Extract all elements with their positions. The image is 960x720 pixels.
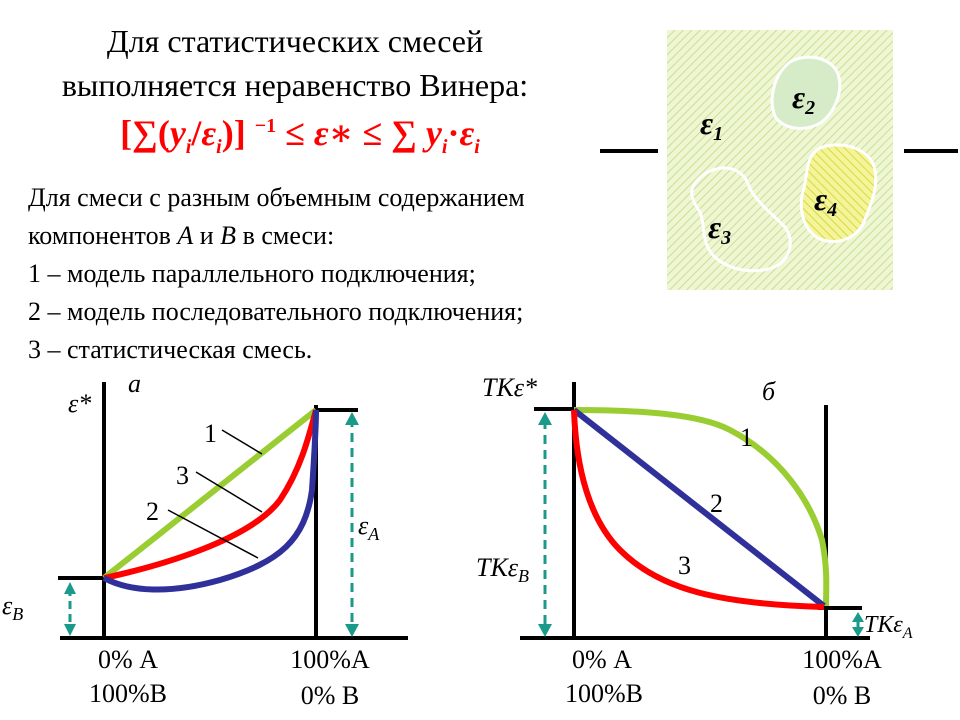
chart-b-curve-label-1: 1 [740, 423, 753, 452]
eps2-label: ε2 [792, 79, 815, 119]
chart-b-tkA-label: ТКεА [864, 612, 913, 642]
mixture-illustration: ε1 ε2 ε3 ε4 [600, 30, 958, 290]
chart-b-curve-3 [571, 409, 825, 610]
chart-a-panel-label: а [128, 369, 141, 398]
chart-a-leader-2 [167, 509, 259, 559]
description-item-2: 2 – модель последовательного подключения… [28, 297, 524, 326]
chart-b-tkB-label: ТКεВ [476, 553, 529, 586]
description-item-3: 3 – статистическая смесь. [28, 335, 313, 364]
chart-b-curve-label-2: 2 [710, 489, 723, 518]
chart-a-leader-3 [195, 471, 263, 513]
chart-a-epsA-arrowhead-top [345, 412, 359, 425]
chart-a-epsA-arrowhead-bottom [345, 624, 359, 637]
chart-a-epsB-label: εВ [2, 591, 23, 624]
chart-b-panel-label: б [762, 377, 776, 406]
chart-a-curve-label-3: 3 [176, 461, 189, 490]
eps4-label: ε4 [814, 181, 837, 221]
phase-3-inclusion [690, 166, 792, 273]
chart-a-curve-label-2: 2 [146, 497, 159, 526]
chart-b-tkB-arrowhead-bottom [538, 624, 552, 637]
chart-b-y-label: ТКε* [482, 373, 537, 402]
chart-a-y-label: ε* [68, 389, 91, 418]
chart-b-x-right-2: 0% В [813, 681, 872, 710]
chart-b-tkA-arrowhead-top [852, 612, 864, 622]
description-item-1: 1 – модель параллельного подключения; [28, 259, 476, 288]
chart-a-leader-1 [221, 429, 263, 455]
title-line-1: Для статистических смесей [106, 23, 484, 59]
chart-a-curve-label-1: 1 [204, 419, 217, 448]
chart-b-x-right-1: 100%А [802, 645, 882, 674]
chart-a-x-left-1: 0% А [98, 645, 158, 674]
chart-b-x-left-2: 100%В [565, 679, 643, 708]
chart-a-epsB-arrowhead-bottom [64, 624, 76, 636]
chart-a-epsA-label: εА [358, 511, 380, 544]
phase-4-inclusion [799, 143, 878, 243]
description-intro-2: компонентов А и В в смеси: [28, 221, 335, 250]
chart-b-curve-1 [573, 407, 830, 607]
chart-b-tkB-arrowhead-top [538, 412, 552, 425]
chart-b: б ТКε* 1 2 3 ТКεВ ТКεА 0% А 100%В 100%А … [476, 373, 913, 710]
chart-a-x-left-2: 100%В [89, 679, 167, 708]
chart-a: а ε* 1 3 2 εА εВ 0% А 100%В 100%А 0% В [2, 369, 408, 710]
eps3-label: ε3 [708, 209, 731, 249]
chart-a-curve-1 [102, 407, 318, 581]
chart-b-x-left-1: 0% А [572, 645, 632, 674]
chart-a-curve-3 [103, 409, 319, 581]
wiener-inequality: [∑(yi/εi)] −1 ≤ ε∗ ≤ ∑ yi·εi [120, 113, 480, 159]
chart-a-x-right-1: 100%А [290, 645, 370, 674]
chart-a-curve-2 [102, 409, 319, 593]
chart-b-tkA-arrowhead-bottom [852, 627, 864, 637]
chart-a-x-right-2: 0% В [301, 681, 360, 710]
chart-a-epsB-arrowhead-top [64, 582, 76, 594]
chart-b-curve-2 [572, 407, 826, 609]
description-intro-1: Для смеси с разным объемным содержанием [28, 183, 525, 212]
title-line-2: выполняется неравенство Винера: [61, 67, 529, 103]
phase-2-inclusion [770, 55, 842, 130]
chart-b-curve-label-3: 3 [678, 551, 691, 580]
eps1-label: ε1 [700, 105, 723, 145]
